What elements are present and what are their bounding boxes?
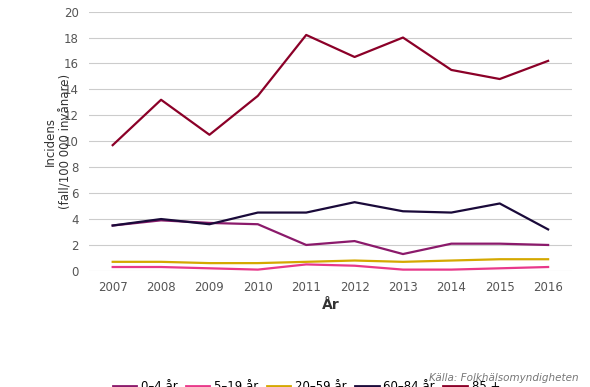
Legend: 0–4 år, 5–19 år, 20–59 år, 60–84 år, 85 +: 0–4 år, 5–19 år, 20–59 år, 60–84 år, 85 …: [108, 375, 504, 387]
Text: Källa: Folkhälsomyndigheten: Källa: Folkhälsomyndigheten: [428, 373, 578, 383]
Y-axis label: Incidens
(fall/100 000 invånare): Incidens (fall/100 000 invånare): [44, 74, 72, 209]
X-axis label: År: År: [322, 298, 339, 312]
